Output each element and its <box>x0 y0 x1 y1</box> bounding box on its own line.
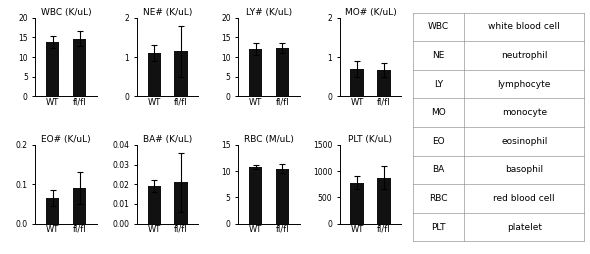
Bar <box>377 70 391 96</box>
Title: PLT (K/uL): PLT (K/uL) <box>349 135 392 144</box>
Bar <box>46 42 60 96</box>
Bar <box>249 49 263 96</box>
Text: white blood cell: white blood cell <box>489 23 560 31</box>
Bar <box>174 51 188 96</box>
Text: neutrophil: neutrophil <box>501 51 548 60</box>
Text: PLT: PLT <box>431 223 446 231</box>
Text: WBC: WBC <box>428 23 449 31</box>
Text: basophil: basophil <box>505 165 543 174</box>
Bar <box>276 169 289 224</box>
Text: LY: LY <box>434 80 443 89</box>
Bar <box>148 186 161 224</box>
Text: lymphocyte: lymphocyte <box>497 80 551 89</box>
Title: LY# (K/uL): LY# (K/uL) <box>246 8 292 17</box>
Title: NE# (K/uL): NE# (K/uL) <box>143 8 192 17</box>
Text: eosinophil: eosinophil <box>501 137 548 146</box>
Title: EO# (K/uL): EO# (K/uL) <box>41 135 91 144</box>
Bar <box>73 39 86 96</box>
Title: WBC (K/uL): WBC (K/uL) <box>41 8 91 17</box>
Bar <box>350 183 364 224</box>
Bar <box>73 188 86 224</box>
Bar <box>46 198 60 224</box>
Bar <box>148 53 161 96</box>
Title: MO# (K/uL): MO# (K/uL) <box>345 8 396 17</box>
Text: NE: NE <box>432 51 445 60</box>
Bar <box>350 69 364 96</box>
Text: MO: MO <box>431 108 446 117</box>
Bar <box>249 167 263 224</box>
Bar <box>174 182 188 224</box>
Text: red blood cell: red blood cell <box>493 194 555 203</box>
Text: EO: EO <box>432 137 445 146</box>
Text: platelet: platelet <box>507 223 542 231</box>
Title: BA# (K/uL): BA# (K/uL) <box>143 135 192 144</box>
Text: BA: BA <box>432 165 445 174</box>
Title: RBC (M/uL): RBC (M/uL) <box>244 135 294 144</box>
Text: RBC: RBC <box>430 194 448 203</box>
Text: monocyte: monocyte <box>502 108 547 117</box>
Bar <box>276 48 289 96</box>
Bar <box>377 178 391 224</box>
